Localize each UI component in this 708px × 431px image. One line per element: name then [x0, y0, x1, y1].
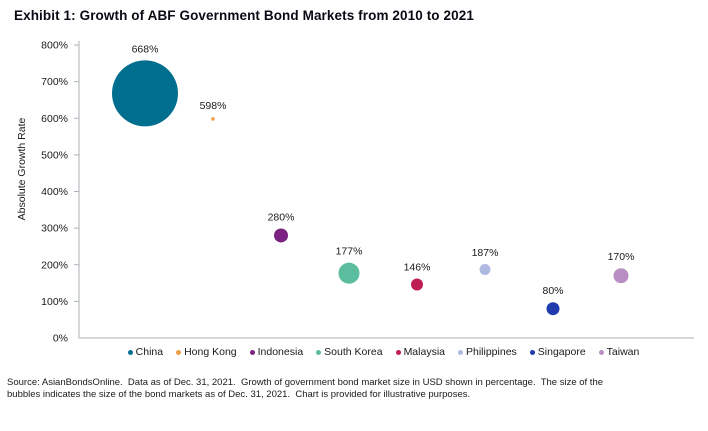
legend-dot-icon	[458, 349, 463, 355]
source-line-1: Source: AsianBondsOnline. Data as of Dec…	[7, 377, 604, 388]
legend-dot-icon	[316, 349, 322, 355]
y-tick-label: 400%	[41, 186, 68, 198]
bubble-south-korea	[338, 262, 360, 284]
legend-dot-icon	[249, 349, 255, 355]
legend-label: China	[135, 346, 164, 358]
legend-item-south-korea: South Korea	[316, 346, 383, 358]
legend-label: Hong Kong	[184, 346, 237, 358]
legend-dot-icon	[598, 349, 604, 355]
bubble-singapore	[546, 302, 560, 316]
legend-dot-icon	[395, 349, 401, 355]
legend-dot-icon	[127, 349, 133, 355]
bubble-philippines	[479, 264, 491, 276]
legend-item-philippines: Philippines	[458, 346, 517, 358]
y-tick-label: 100%	[41, 296, 68, 308]
data-label-hong-kong: 598%	[200, 100, 227, 112]
bubble-chart: 0% 100% 200% 300% 400% 500% 600% 700% 800% Absolu…	[16, 40, 694, 345]
y-tick-label: 300%	[41, 223, 68, 235]
data-label-taiwan: 170%	[608, 251, 635, 263]
y-tick-label: 800%	[41, 40, 68, 52]
bubble-taiwan	[613, 268, 629, 284]
legend-dot-icon	[529, 349, 535, 355]
y-tick-label: 700%	[41, 76, 68, 88]
legend-label: Philippines	[466, 346, 517, 358]
source-line-2: bubbles indicates the size of the bond m…	[7, 388, 471, 400]
bubble-indonesia	[274, 228, 288, 243]
bubble-malaysia	[411, 278, 423, 291]
legend-label: Taiwan	[606, 346, 640, 358]
data-label-south-korea: 177%	[336, 246, 363, 258]
y-tick-label: 600%	[41, 113, 68, 125]
data-label-malaysia: 146%	[404, 262, 431, 274]
source-note: Source: AsianBondsOnline. Data as of Dec…	[7, 377, 705, 400]
data-label-singapore: 80%	[542, 285, 563, 297]
chart-title: Exhibit 1: Growth of ABF Government Bond…	[14, 8, 474, 23]
legend-dot-icon	[176, 349, 182, 355]
legend-label: Indonesia	[257, 346, 304, 358]
y-tick-label: 200%	[41, 259, 68, 271]
legend-label: Singapore	[537, 346, 586, 358]
legend-item-hong-kong: Hong Kong	[176, 346, 237, 358]
legend-item-singapore: Singapore	[529, 346, 586, 358]
legend-label: South Korea	[324, 346, 383, 358]
bubble-hong-kong	[211, 117, 215, 121]
y-axis-title: Absolute Growth Rate	[16, 117, 28, 220]
bubble-china	[112, 60, 178, 127]
legend-item-indonesia: Indonesia	[249, 346, 304, 358]
y-tick-label: 0%	[53, 333, 68, 345]
legend-item-china: China	[127, 346, 164, 358]
legend-item-taiwan: Taiwan	[598, 346, 640, 358]
y-tick-label: 500%	[41, 149, 68, 161]
chart-legend: China Hong Kong Indonesia South Korea Malays…	[72, 345, 695, 359]
data-label-philippines: 187%	[472, 247, 499, 259]
data-label-china: 668%	[132, 43, 159, 55]
legend-label: Malaysia	[403, 346, 445, 358]
data-label-indonesia: 280%	[268, 211, 295, 223]
legend-item-malaysia: Malaysia	[395, 346, 445, 358]
